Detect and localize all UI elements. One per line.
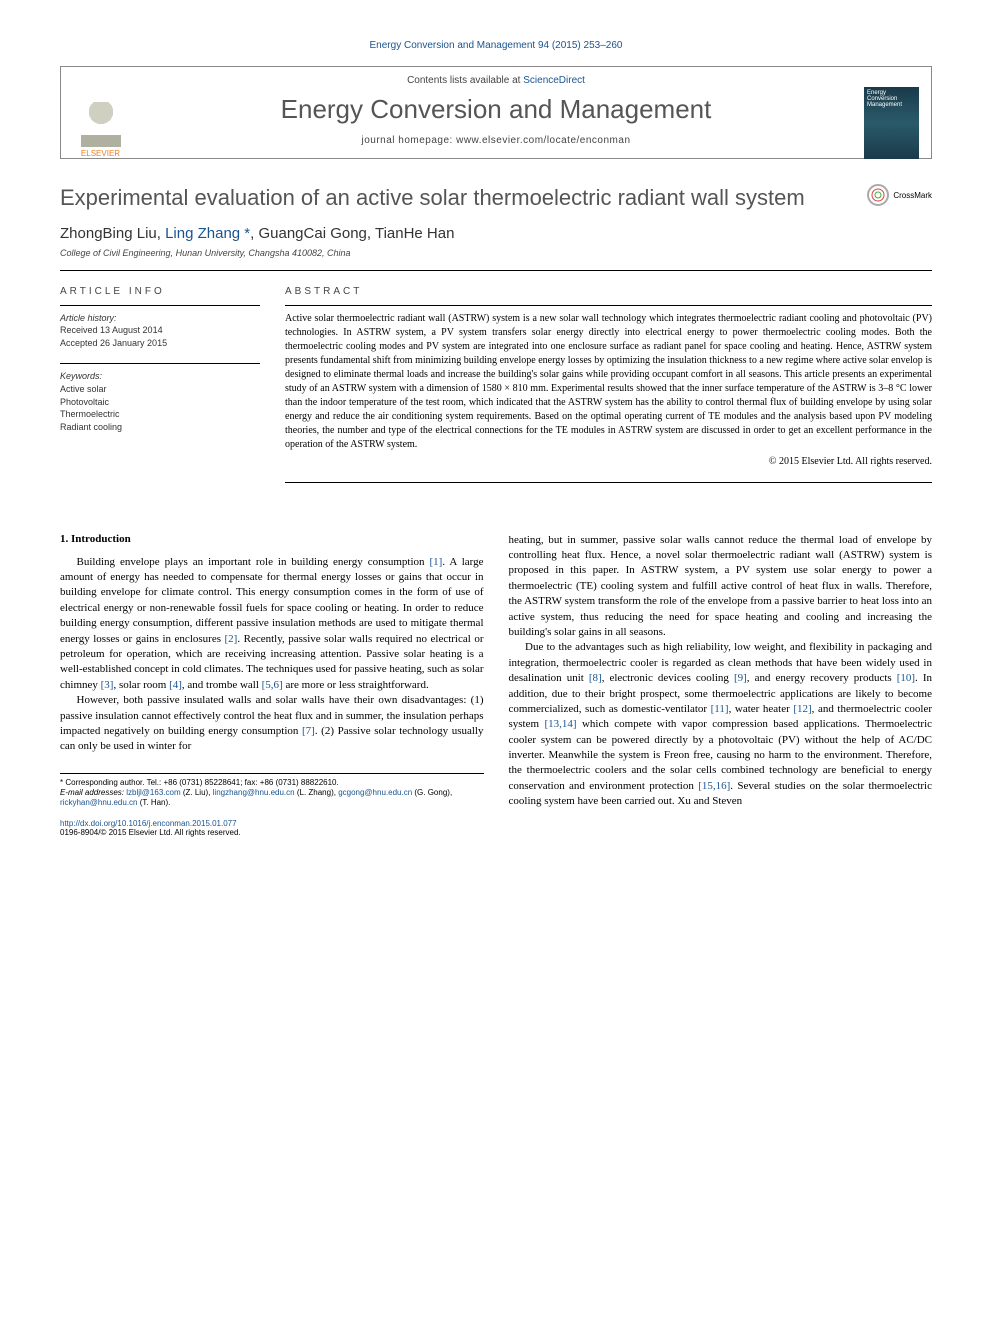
elsevier-logo: ELSEVIER <box>73 102 128 167</box>
reference-link[interactable]: [2] <box>225 633 238 645</box>
section-heading: 1. Introduction <box>60 533 484 545</box>
title-row: Experimental evaluation of an active sol… <box>60 184 932 213</box>
doi-block: http://dx.doi.org/10.1016/j.enconman.201… <box>60 819 484 837</box>
reference-link[interactable]: [8] <box>589 672 602 684</box>
article-title: Experimental evaluation of an active sol… <box>60 184 867 213</box>
contents-prefix: Contents lists available at <box>407 75 523 86</box>
body-paragraph: However, both passive insulated walls an… <box>60 693 484 755</box>
abstract-text: Active solar thermoelectric radiant wall… <box>285 305 932 452</box>
keyword: Thermoelectric <box>60 408 260 421</box>
corresponding-footnote: * Corresponding author. Tel.: +86 (0731)… <box>60 778 484 788</box>
homepage-line: journal homepage: www.elsevier.com/locat… <box>76 135 916 146</box>
reference-link[interactable]: [1] <box>430 556 443 568</box>
footnotes: * Corresponding author. Tel.: +86 (0731)… <box>60 773 484 809</box>
reference-link[interactable]: [9] <box>734 672 747 684</box>
body-columns: 1. Introduction Building envelope plays … <box>60 533 932 837</box>
email-link[interactable]: lzbljl@163.com <box>126 788 180 797</box>
email-link[interactable]: lingzhang@hnu.edu.cn <box>213 788 295 797</box>
crossmark-icon <box>867 184 889 206</box>
issn-copyright: 0196-8904/© 2015 Elsevier Ltd. All right… <box>60 828 484 837</box>
doi-link[interactable]: http://dx.doi.org/10.1016/j.enconman.201… <box>60 819 237 828</box>
author: ZhongBing Liu, <box>60 225 165 242</box>
author-corresponding: Ling Zhang * <box>165 225 250 242</box>
article-info-heading: ARTICLE INFO <box>60 286 260 297</box>
keywords-block: Keywords: Active solar Photovoltaic Ther… <box>60 363 260 433</box>
homepage-url[interactable]: www.elsevier.com/locate/enconman <box>456 135 630 146</box>
reference-link[interactable]: [4] <box>169 679 182 691</box>
journal-cover-thumbnail: Energy Conversion Management <box>864 87 919 159</box>
abstract-column: ABSTRACT Active solar thermoelectric rad… <box>285 286 932 503</box>
affiliation: College of Civil Engineering, Hunan Univ… <box>60 248 932 258</box>
received-date: Received 13 August 2014 <box>60 324 260 337</box>
body-paragraph: heating, but in summer, passive solar wa… <box>509 533 933 641</box>
journal-header-box: ELSEVIER Energy Conversion Management Co… <box>60 66 932 159</box>
history-label: Article history: <box>60 312 260 325</box>
authors-line: ZhongBing Liu, Ling Zhang *, GuangCai Go… <box>60 225 932 242</box>
contents-line: Contents lists available at ScienceDirec… <box>76 75 916 86</box>
article-history-block: Article history: Received 13 August 2014… <box>60 305 260 350</box>
email-footnote: E-mail addresses: lzbljl@163.com (Z. Liu… <box>60 788 484 809</box>
article-info-column: ARTICLE INFO Article history: Received 1… <box>60 286 260 503</box>
reference-link[interactable]: [7] <box>302 725 315 737</box>
body-paragraph: Due to the advantages such as high relia… <box>509 640 933 809</box>
keywords-label: Keywords: <box>60 370 260 383</box>
abstract-copyright: © 2015 Elsevier Ltd. All rights reserved… <box>285 456 932 467</box>
info-abstract-row: ARTICLE INFO Article history: Received 1… <box>60 270 932 503</box>
body-left-column: 1. Introduction Building envelope plays … <box>60 533 484 837</box>
journal-name: Energy Conversion and Management <box>76 94 916 125</box>
reference-link[interactable]: [5,6] <box>262 679 283 691</box>
citation-header: Energy Conversion and Management 94 (201… <box>60 40 932 51</box>
reference-link[interactable]: [10] <box>897 672 915 684</box>
body-paragraph: Building envelope plays an important rol… <box>60 555 484 694</box>
keyword: Active solar <box>60 383 260 396</box>
elsevier-label: ELSEVIER <box>81 149 120 158</box>
email-label: E-mail addresses: <box>60 788 126 797</box>
reference-link[interactable]: [15,16] <box>698 780 730 792</box>
author: , GuangCai Gong, TianHe Han <box>250 225 454 242</box>
reference-link[interactable]: [12] <box>793 703 811 715</box>
accepted-date: Accepted 26 January 2015 <box>60 337 260 350</box>
keyword: Radiant cooling <box>60 421 260 434</box>
reference-link[interactable]: [11] <box>711 703 729 715</box>
crossmark-label: CrossMark <box>893 191 932 200</box>
homepage-prefix: journal homepage: <box>361 135 456 146</box>
elsevier-tree-icon <box>81 102 121 147</box>
abstract-heading: ABSTRACT <box>285 286 932 297</box>
email-link[interactable]: rickyhan@hnu.edu.cn <box>60 798 138 807</box>
crossmark-badge[interactable]: CrossMark <box>867 184 932 206</box>
abstract-divider <box>285 482 932 483</box>
sciencedirect-link[interactable]: ScienceDirect <box>523 75 585 86</box>
reference-link[interactable]: [13,14] <box>544 718 576 730</box>
keyword: Photovoltaic <box>60 396 260 409</box>
email-link[interactable]: gcgong@hnu.edu.cn <box>338 788 412 797</box>
body-right-column: heating, but in summer, passive solar wa… <box>509 533 933 837</box>
reference-link[interactable]: [3] <box>101 679 114 691</box>
